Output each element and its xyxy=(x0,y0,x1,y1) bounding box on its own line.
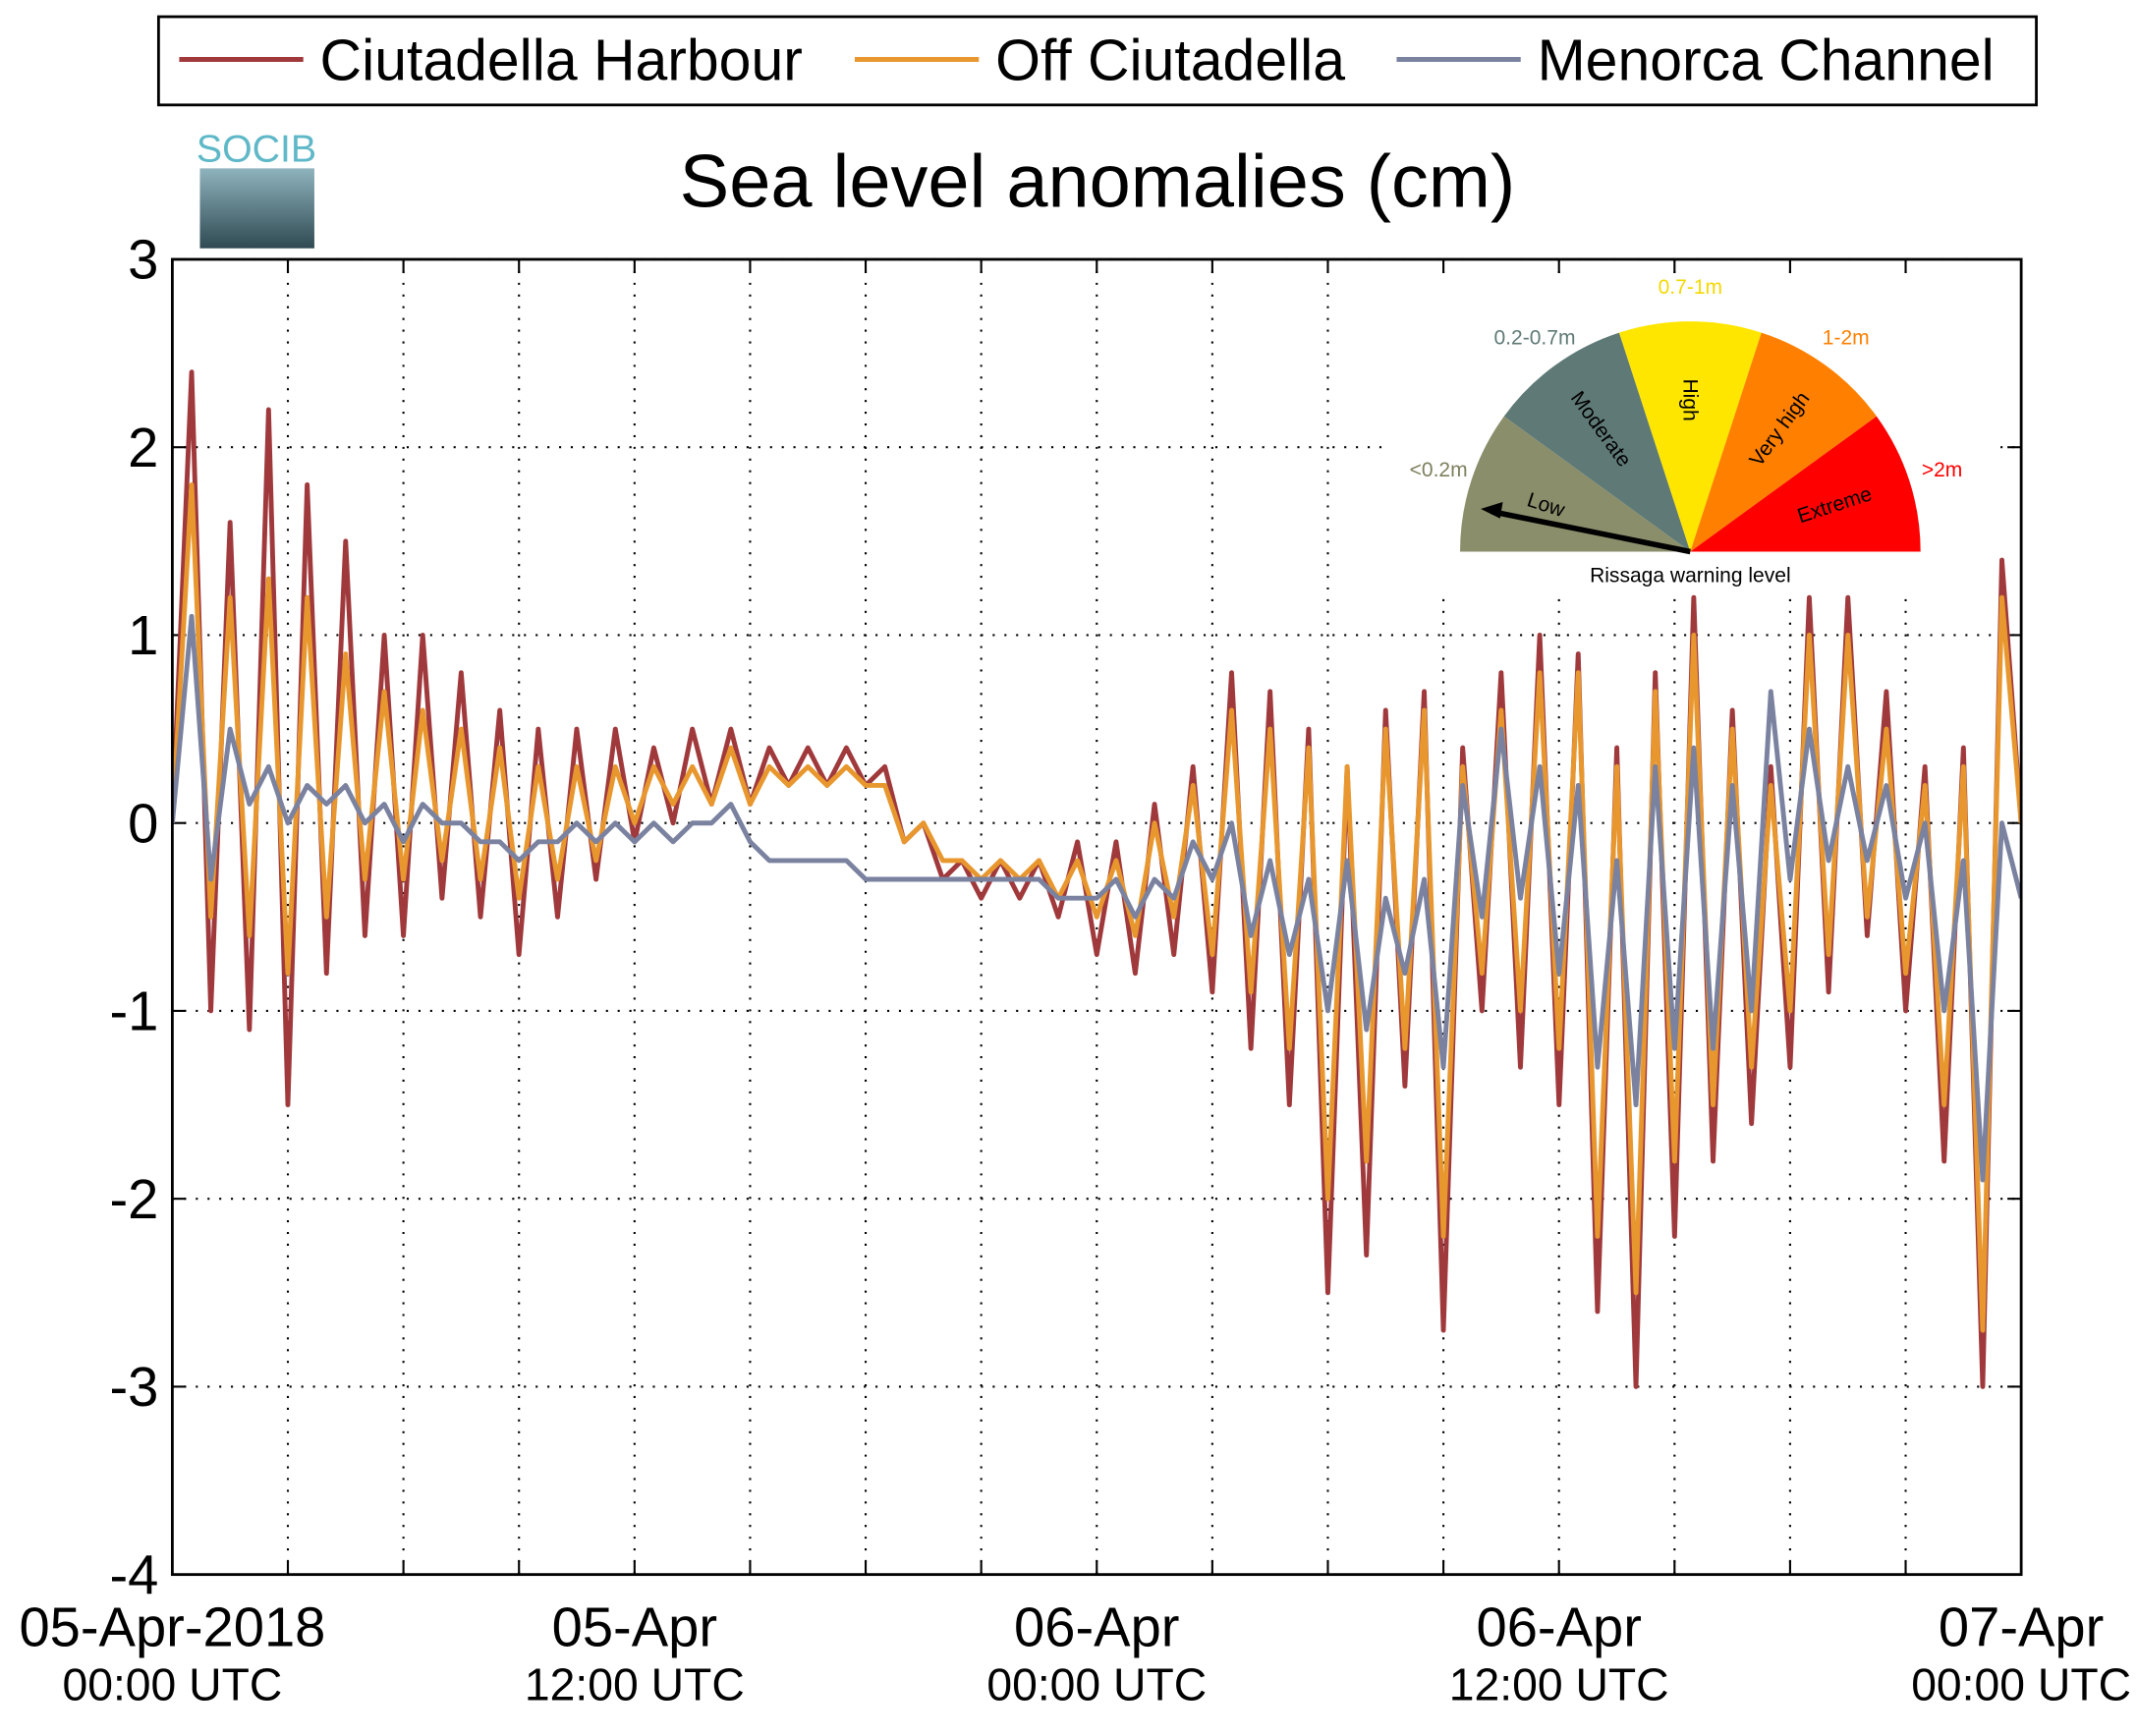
gauge-segment xyxy=(1618,321,1762,552)
gauge-range: <0.2m xyxy=(1410,459,1468,481)
gauge-segment xyxy=(1690,332,1877,552)
y-tick-label: -2 xyxy=(109,1168,158,1230)
series-line xyxy=(172,481,2022,1333)
y-tick-label: 2 xyxy=(128,417,158,478)
gauge-range: >2m xyxy=(1922,459,1962,481)
gauge-level: High xyxy=(1678,378,1701,420)
y-tick-label: -4 xyxy=(109,1543,158,1605)
gauge-segment xyxy=(1690,416,1921,552)
chart-title: Sea level anomalies (cm) xyxy=(680,140,1516,224)
x-tick-label: 06-Apr xyxy=(1476,1596,1641,1658)
gauge-range: 1-2m xyxy=(1823,327,1870,350)
x-tick-label: 00:00 UTC xyxy=(1911,1658,2131,1709)
logo-text: SOCIB xyxy=(197,127,316,170)
gauge-range: 0.2-0.7m xyxy=(1493,327,1575,350)
x-tick-label: 12:00 UTC xyxy=(1449,1658,1669,1709)
legend-label: Off Ciutadella xyxy=(995,29,1345,93)
x-tick-label: 05-Apr xyxy=(552,1596,717,1658)
y-tick-label: -3 xyxy=(109,1356,158,1418)
gauge-pointer xyxy=(1490,509,1691,555)
legend-box xyxy=(156,15,2038,107)
x-tick-label: 00:00 UTC xyxy=(62,1658,282,1709)
gauge-segment xyxy=(1503,332,1691,552)
gauge-range: 0.7-1m xyxy=(1659,276,1722,299)
logo: SOCIB xyxy=(197,127,316,249)
series-line xyxy=(172,369,2022,1389)
x-tick-label: 12:00 UTC xyxy=(525,1658,745,1709)
plot-lines xyxy=(172,369,2022,1389)
legend-label: Ciutadella Harbour xyxy=(320,29,803,93)
y-tick-label: 0 xyxy=(128,792,158,854)
x-tick-label: 07-Apr xyxy=(1939,1596,2104,1658)
gauge-pointer-head xyxy=(1481,501,1503,519)
logo-mark xyxy=(199,168,314,249)
legend-label: Menorca Channel xyxy=(1538,29,1995,93)
y-tick-label: -1 xyxy=(109,980,158,1042)
series-line xyxy=(172,613,2022,1183)
y-tick-label: 3 xyxy=(128,229,158,291)
x-tick-label: 06-Apr xyxy=(1014,1596,1179,1658)
plot-frame xyxy=(171,257,2023,1577)
gauge-title: Rissaga warning level xyxy=(1590,564,1791,587)
x-tick-label: 05-Apr-2018 xyxy=(19,1596,325,1658)
y-tick-label: 1 xyxy=(128,604,158,666)
x-tick-label: 00:00 UTC xyxy=(986,1658,1207,1709)
